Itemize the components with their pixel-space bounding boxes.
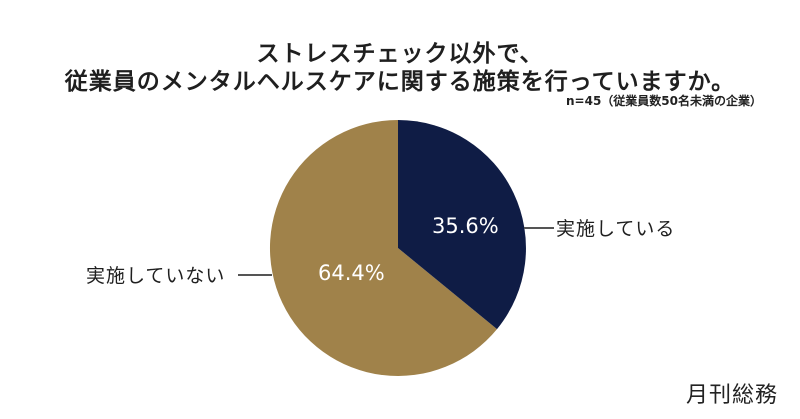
chart-title-line1: ストレスチェック以外で、 [256, 41, 544, 67]
chart-title-line2: 従業員のメンタルヘルスケアに関する施策を行っていますか。 [64, 69, 736, 95]
publisher-logo: 月刊総務 [685, 383, 778, 408]
sample-size-note: n=45（従業員数50名未満の企業） [566, 94, 762, 108]
category-label-not-implemented: 実施していない [86, 265, 226, 287]
slice-not-implemented [269, 119, 497, 377]
slice-label-implemented: 35.6% [432, 214, 499, 238]
slice-implemented [398, 120, 526, 330]
slice-label-not-implemented: 64.4% [318, 261, 385, 285]
leader-line-implemented [524, 227, 554, 229]
category-label-implemented: 実施している [556, 218, 676, 240]
leader-line-not-implemented [238, 274, 272, 276]
